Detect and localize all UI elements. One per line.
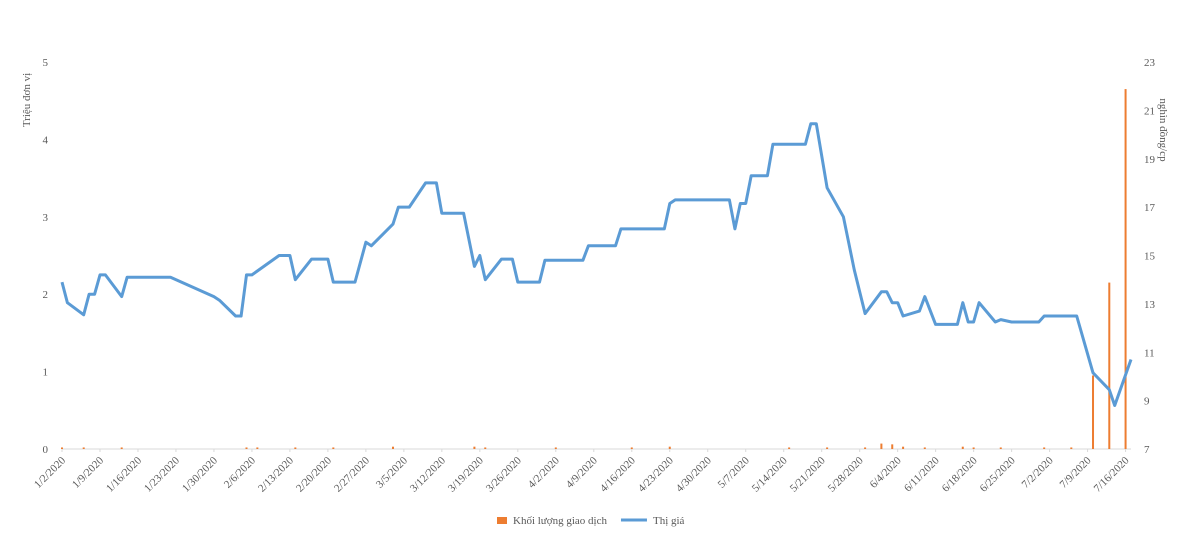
bar bbox=[826, 447, 829, 449]
bar bbox=[554, 447, 557, 449]
x-tick-label: 5/14/2020 bbox=[750, 454, 790, 494]
bar bbox=[484, 447, 487, 449]
legend-swatch bbox=[497, 517, 507, 524]
bar bbox=[788, 447, 791, 449]
bar bbox=[668, 446, 671, 449]
price-line bbox=[60, 122, 1133, 407]
bar bbox=[120, 447, 123, 449]
y2-tick-label: 9 bbox=[1144, 396, 1150, 408]
bar bbox=[245, 447, 248, 449]
bar bbox=[294, 447, 297, 449]
y-tick-label: 4 bbox=[43, 134, 49, 146]
x-tick-label: 5/7/2020 bbox=[716, 454, 752, 490]
bar bbox=[630, 447, 633, 449]
x-tick-label: 2/20/2020 bbox=[294, 454, 334, 494]
y-tick-label: 3 bbox=[43, 212, 49, 224]
y-tick-label: 5 bbox=[43, 57, 49, 69]
x-tick-label: 2/13/2020 bbox=[256, 454, 296, 494]
y-tick-label: 0 bbox=[43, 444, 49, 456]
bar bbox=[61, 447, 63, 449]
legend-item: Thị giá bbox=[620, 515, 685, 527]
x-tick-label: 5/28/2020 bbox=[826, 454, 866, 494]
x-tick-label: 3/12/2020 bbox=[408, 454, 448, 494]
x-tick-label: 3/5/2020 bbox=[374, 454, 410, 490]
bar bbox=[1092, 375, 1095, 449]
bar bbox=[880, 443, 883, 449]
bar bbox=[864, 447, 867, 449]
bar bbox=[473, 446, 476, 449]
bar bbox=[972, 447, 975, 449]
x-tick-label: 4/30/2020 bbox=[674, 454, 714, 494]
y2-tick-label: 21 bbox=[1144, 105, 1155, 117]
bar bbox=[923, 447, 926, 449]
x-tick-label: 1/2/2020 bbox=[32, 454, 68, 490]
x-tick-label: 2/27/2020 bbox=[332, 454, 372, 494]
legend-item: Khối lượng giao dịch bbox=[497, 515, 607, 527]
x-tick-label: 1/30/2020 bbox=[180, 454, 220, 494]
y-tick-label: 1 bbox=[43, 367, 49, 379]
bar bbox=[902, 446, 905, 449]
y2-tick-label: 23 bbox=[1144, 57, 1156, 69]
x-tick-label: 5/21/2020 bbox=[788, 454, 828, 494]
x-tick-label: 7/16/2020 bbox=[1092, 454, 1132, 494]
bar bbox=[256, 447, 259, 449]
x-tick-label: 1/23/2020 bbox=[142, 454, 182, 494]
x-tick-label: 4/9/2020 bbox=[564, 454, 600, 490]
y-axis-title: Triệu đơn vị bbox=[21, 73, 33, 127]
bar bbox=[1070, 447, 1073, 449]
y-tick-label: 2 bbox=[43, 289, 49, 301]
x-tick-label: 2/6/2020 bbox=[222, 454, 258, 490]
x-tick-label: 6/18/2020 bbox=[940, 454, 980, 494]
x-tick-label: 7/9/2020 bbox=[1058, 454, 1094, 490]
y2-tick-label: 17 bbox=[1144, 202, 1156, 214]
y2-axis-title: nghìn đồng/cp bbox=[1157, 98, 1169, 162]
x-tick-label: 1/16/2020 bbox=[104, 454, 144, 494]
y2-tick-label: 7 bbox=[1144, 444, 1150, 456]
y2-tick-label: 15 bbox=[1144, 251, 1156, 263]
bar bbox=[82, 447, 85, 449]
bar bbox=[332, 447, 335, 449]
x-tick-label: 3/19/2020 bbox=[446, 454, 486, 494]
bar bbox=[392, 446, 395, 449]
x-tick-label: 1/9/2020 bbox=[70, 454, 106, 490]
legend-label: Khối lượng giao dịch bbox=[513, 515, 607, 527]
bar bbox=[1043, 447, 1046, 449]
y2-tick-label: 13 bbox=[1144, 299, 1156, 311]
bar bbox=[1124, 89, 1127, 449]
x-tick-label: 6/25/2020 bbox=[978, 454, 1018, 494]
x-tick-label: 4/2/2020 bbox=[526, 454, 562, 490]
x-tick-label: 4/23/2020 bbox=[636, 454, 676, 494]
x-tick-label: 6/4/2020 bbox=[868, 454, 904, 490]
bar bbox=[999, 447, 1002, 449]
x-tick-label: 6/11/2020 bbox=[902, 454, 942, 494]
x-tick-label: 3/26/2020 bbox=[484, 454, 524, 494]
y2-tick-label: 11 bbox=[1144, 347, 1155, 359]
x-tick-label: 4/16/2020 bbox=[598, 454, 638, 494]
bar bbox=[1108, 282, 1111, 449]
y2-tick-label: 19 bbox=[1144, 154, 1156, 166]
bar bbox=[891, 444, 894, 449]
legend-label: Thị giá bbox=[653, 515, 685, 527]
x-tick-label: 7/2/2020 bbox=[1020, 454, 1056, 490]
bar bbox=[961, 446, 964, 449]
